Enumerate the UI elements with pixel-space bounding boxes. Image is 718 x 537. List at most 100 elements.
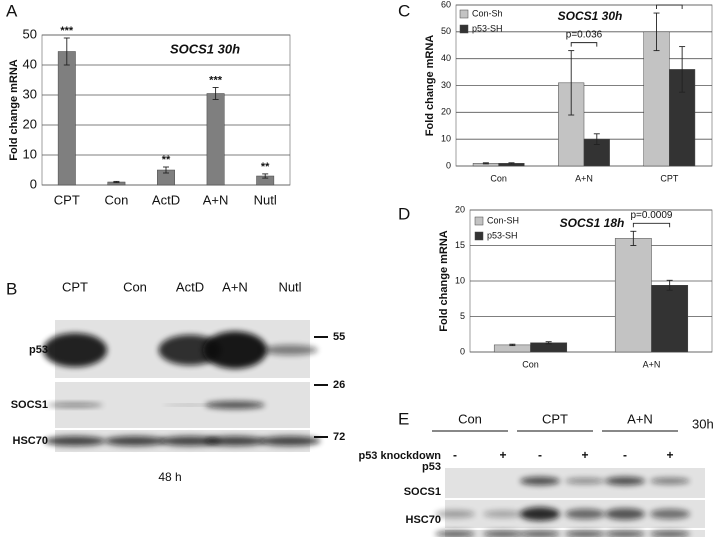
y-tick-label: 20 — [455, 204, 465, 214]
x-tick-label: Nutl — [254, 192, 277, 207]
y-tick-label: 0 — [446, 160, 451, 170]
legend-swatch — [474, 231, 484, 241]
band — [43, 333, 107, 367]
error-bar — [509, 343, 516, 347]
significance-label: *** — [60, 25, 74, 37]
sign-label: + — [499, 448, 506, 462]
sign-label: + — [666, 448, 673, 462]
panel-label: C — [398, 1, 410, 20]
lane-label: Con — [123, 279, 147, 294]
lane-label: CPT — [62, 279, 88, 294]
annotation: p=0.036 — [566, 29, 603, 40]
band — [565, 508, 605, 520]
band — [605, 476, 645, 486]
row-label: HSC70 — [406, 514, 441, 526]
bracket — [656, 4, 683, 10]
significance-label: ** — [162, 154, 171, 166]
panel-label: B — [6, 279, 17, 298]
annotation: p=0.0009 — [631, 210, 673, 221]
marker-label: 55 — [333, 331, 345, 343]
chart-title: SOCS1 18h — [560, 216, 625, 230]
legend-label: Con-SH — [487, 215, 519, 225]
band — [44, 436, 106, 446]
annotation: N.S. — [660, 0, 679, 3]
significance-label: ** — [261, 161, 270, 173]
band — [565, 477, 605, 485]
y-axis-label: Fold change mRNA — [8, 59, 20, 161]
chart-title: SOCS1 30h — [558, 9, 623, 23]
x-tick-label: A+N — [643, 359, 661, 369]
band — [520, 507, 560, 521]
lane-label: ActD — [176, 279, 204, 294]
error-bar — [593, 133, 600, 145]
condition-label: p53 knockdown — [358, 450, 441, 462]
row-label: SOCS1 — [11, 399, 48, 411]
x-tick-label: Con — [522, 359, 539, 369]
marker-label: 26 — [333, 379, 345, 391]
sign-label: + — [581, 448, 588, 462]
bar — [206, 93, 225, 186]
band — [605, 530, 645, 537]
sign-label: - — [623, 448, 627, 462]
legend-label: p53-SH — [487, 230, 518, 240]
error-bar — [212, 87, 219, 100]
row-label: p53 — [422, 461, 441, 473]
band — [262, 344, 318, 356]
y-axis-label: Fold change mRNA — [424, 35, 436, 137]
band — [483, 510, 523, 518]
y-tick-label: 50 — [23, 26, 37, 41]
band — [483, 530, 523, 537]
legend-swatch — [459, 24, 469, 34]
x-tick-label: ActD — [152, 192, 180, 207]
legend-swatch — [459, 9, 469, 19]
error-bar — [113, 180, 120, 184]
group-label: CPT — [542, 411, 568, 426]
panel-label: D — [398, 204, 410, 223]
legend-label: p53-SH — [472, 23, 503, 33]
band — [520, 530, 560, 537]
band — [203, 331, 267, 369]
error-bar — [508, 162, 515, 165]
error-bar — [653, 12, 660, 52]
y-tick-label: 10 — [23, 146, 37, 161]
band — [650, 530, 690, 537]
y-tick-label: 10 — [455, 275, 465, 285]
band — [259, 436, 321, 446]
y-tick-label: 10 — [441, 134, 451, 144]
marker-label: 72 — [333, 431, 345, 443]
error-bar — [63, 37, 70, 66]
time-label: 30h — [692, 416, 714, 431]
caption: 48 h — [158, 470, 181, 484]
bar — [614, 238, 652, 353]
x-tick-label: Con — [490, 173, 507, 183]
error-bar — [163, 166, 169, 174]
error-bar — [482, 162, 489, 165]
chart-title: SOCS1 30h — [170, 41, 240, 56]
y-tick-label: 20 — [23, 116, 37, 131]
significance-label: *** — [209, 74, 223, 86]
error-bar — [262, 173, 269, 179]
band — [605, 508, 645, 520]
x-tick-label: CPT — [660, 173, 679, 183]
x-tick-label: A+N — [575, 173, 593, 183]
x-tick-label: CPT — [54, 192, 80, 207]
band — [158, 334, 222, 366]
bracket — [570, 42, 598, 47]
y-tick-label: 40 — [23, 56, 37, 71]
band — [104, 436, 166, 446]
y-tick-label: 5 — [460, 311, 465, 321]
panel-label: A — [6, 1, 18, 20]
band — [163, 404, 217, 406]
y-tick-label: 0 — [460, 346, 465, 356]
error-bar — [679, 46, 686, 93]
y-tick-label: 60 — [441, 0, 451, 9]
bar — [643, 31, 670, 167]
group-label: A+N — [627, 411, 653, 426]
y-tick-label: 15 — [455, 240, 465, 250]
error-bar — [666, 279, 673, 291]
y-tick-label: 50 — [441, 26, 451, 36]
band — [205, 401, 265, 409]
y-tick-label: 0 — [30, 176, 37, 191]
y-tick-label: 40 — [441, 53, 451, 63]
